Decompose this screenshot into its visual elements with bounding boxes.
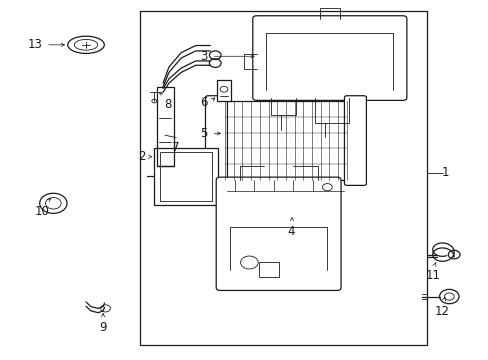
FancyBboxPatch shape: [344, 96, 366, 185]
FancyBboxPatch shape: [216, 177, 340, 291]
Text: 13: 13: [27, 38, 42, 51]
Circle shape: [40, 193, 67, 213]
Circle shape: [439, 289, 458, 304]
Text: 9: 9: [99, 320, 106, 334]
Bar: [259, 262, 278, 277]
Bar: [157, 87, 173, 166]
Ellipse shape: [68, 36, 104, 53]
Text: 2: 2: [138, 150, 146, 163]
FancyBboxPatch shape: [252, 16, 406, 100]
Bar: [160, 152, 211, 201]
Text: 1: 1: [441, 166, 448, 179]
Text: 7: 7: [172, 140, 180, 154]
Circle shape: [447, 250, 459, 259]
Bar: [224, 101, 346, 180]
Text: 5: 5: [200, 127, 207, 140]
Text: 10: 10: [35, 205, 49, 218]
Text: 8: 8: [163, 98, 171, 111]
Text: 6: 6: [200, 96, 207, 109]
Bar: [154, 148, 217, 205]
Text: 12: 12: [434, 305, 448, 318]
Bar: [217, 80, 230, 101]
Text: 3: 3: [200, 50, 207, 63]
Text: 4: 4: [286, 225, 294, 238]
Text: 11: 11: [425, 269, 440, 282]
FancyBboxPatch shape: [205, 96, 227, 185]
